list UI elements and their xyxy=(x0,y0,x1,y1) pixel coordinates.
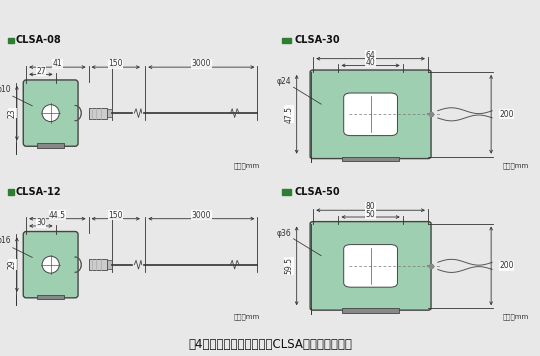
FancyBboxPatch shape xyxy=(343,245,397,287)
FancyBboxPatch shape xyxy=(310,221,431,310)
Text: 単位：mm: 単位：mm xyxy=(234,162,260,169)
Text: 50: 50 xyxy=(366,210,375,219)
Text: CLSA-12: CLSA-12 xyxy=(16,187,62,197)
Text: CLSA-50: CLSA-50 xyxy=(294,187,340,197)
Bar xyxy=(37,295,64,299)
Text: 29: 29 xyxy=(8,260,17,269)
Text: CLSA-30: CLSA-30 xyxy=(294,35,340,45)
Text: CLSA-08: CLSA-08 xyxy=(16,35,62,45)
Bar xyxy=(107,261,112,269)
Text: 200: 200 xyxy=(499,110,514,119)
Text: φ10: φ10 xyxy=(0,85,11,94)
Text: 40: 40 xyxy=(366,58,375,67)
Bar xyxy=(107,109,112,117)
Text: 単位：mm: 単位：mm xyxy=(502,314,529,320)
FancyBboxPatch shape xyxy=(343,93,397,136)
Text: 3000: 3000 xyxy=(192,211,211,220)
Text: 47.5: 47.5 xyxy=(284,106,293,123)
Text: 27: 27 xyxy=(36,67,46,76)
Bar xyxy=(8,38,14,43)
Bar xyxy=(342,308,399,313)
Bar xyxy=(8,189,14,194)
Text: 30: 30 xyxy=(36,218,46,227)
Text: 200: 200 xyxy=(499,261,514,271)
FancyBboxPatch shape xyxy=(310,70,431,158)
Text: 41: 41 xyxy=(52,59,62,68)
Bar xyxy=(89,108,107,119)
Text: φ16: φ16 xyxy=(0,236,11,245)
FancyBboxPatch shape xyxy=(23,80,78,146)
Text: 23: 23 xyxy=(8,108,17,118)
Text: φ36: φ36 xyxy=(277,229,292,237)
Bar xyxy=(89,259,107,270)
Circle shape xyxy=(42,105,59,121)
Bar xyxy=(342,157,399,162)
Text: 単位：mm: 単位：mm xyxy=(502,162,529,169)
Circle shape xyxy=(42,256,59,273)
Text: 64: 64 xyxy=(366,51,375,60)
FancyBboxPatch shape xyxy=(23,231,78,298)
Text: φ24: φ24 xyxy=(277,77,292,86)
Bar xyxy=(282,38,291,43)
Text: 44.5: 44.5 xyxy=(49,211,66,220)
Text: 150: 150 xyxy=(109,59,123,68)
Bar xyxy=(37,143,64,148)
Text: 59.5: 59.5 xyxy=(284,257,293,274)
Text: 単位：mm: 単位：mm xyxy=(234,314,260,320)
Text: 図4　クランプ式センサ（CLSA）の外形寸法図: 図4 クランプ式センサ（CLSA）の外形寸法図 xyxy=(188,337,352,351)
Text: 80: 80 xyxy=(366,202,375,211)
Text: 150: 150 xyxy=(109,211,123,220)
Text: 3000: 3000 xyxy=(192,59,211,68)
Bar xyxy=(282,189,291,194)
